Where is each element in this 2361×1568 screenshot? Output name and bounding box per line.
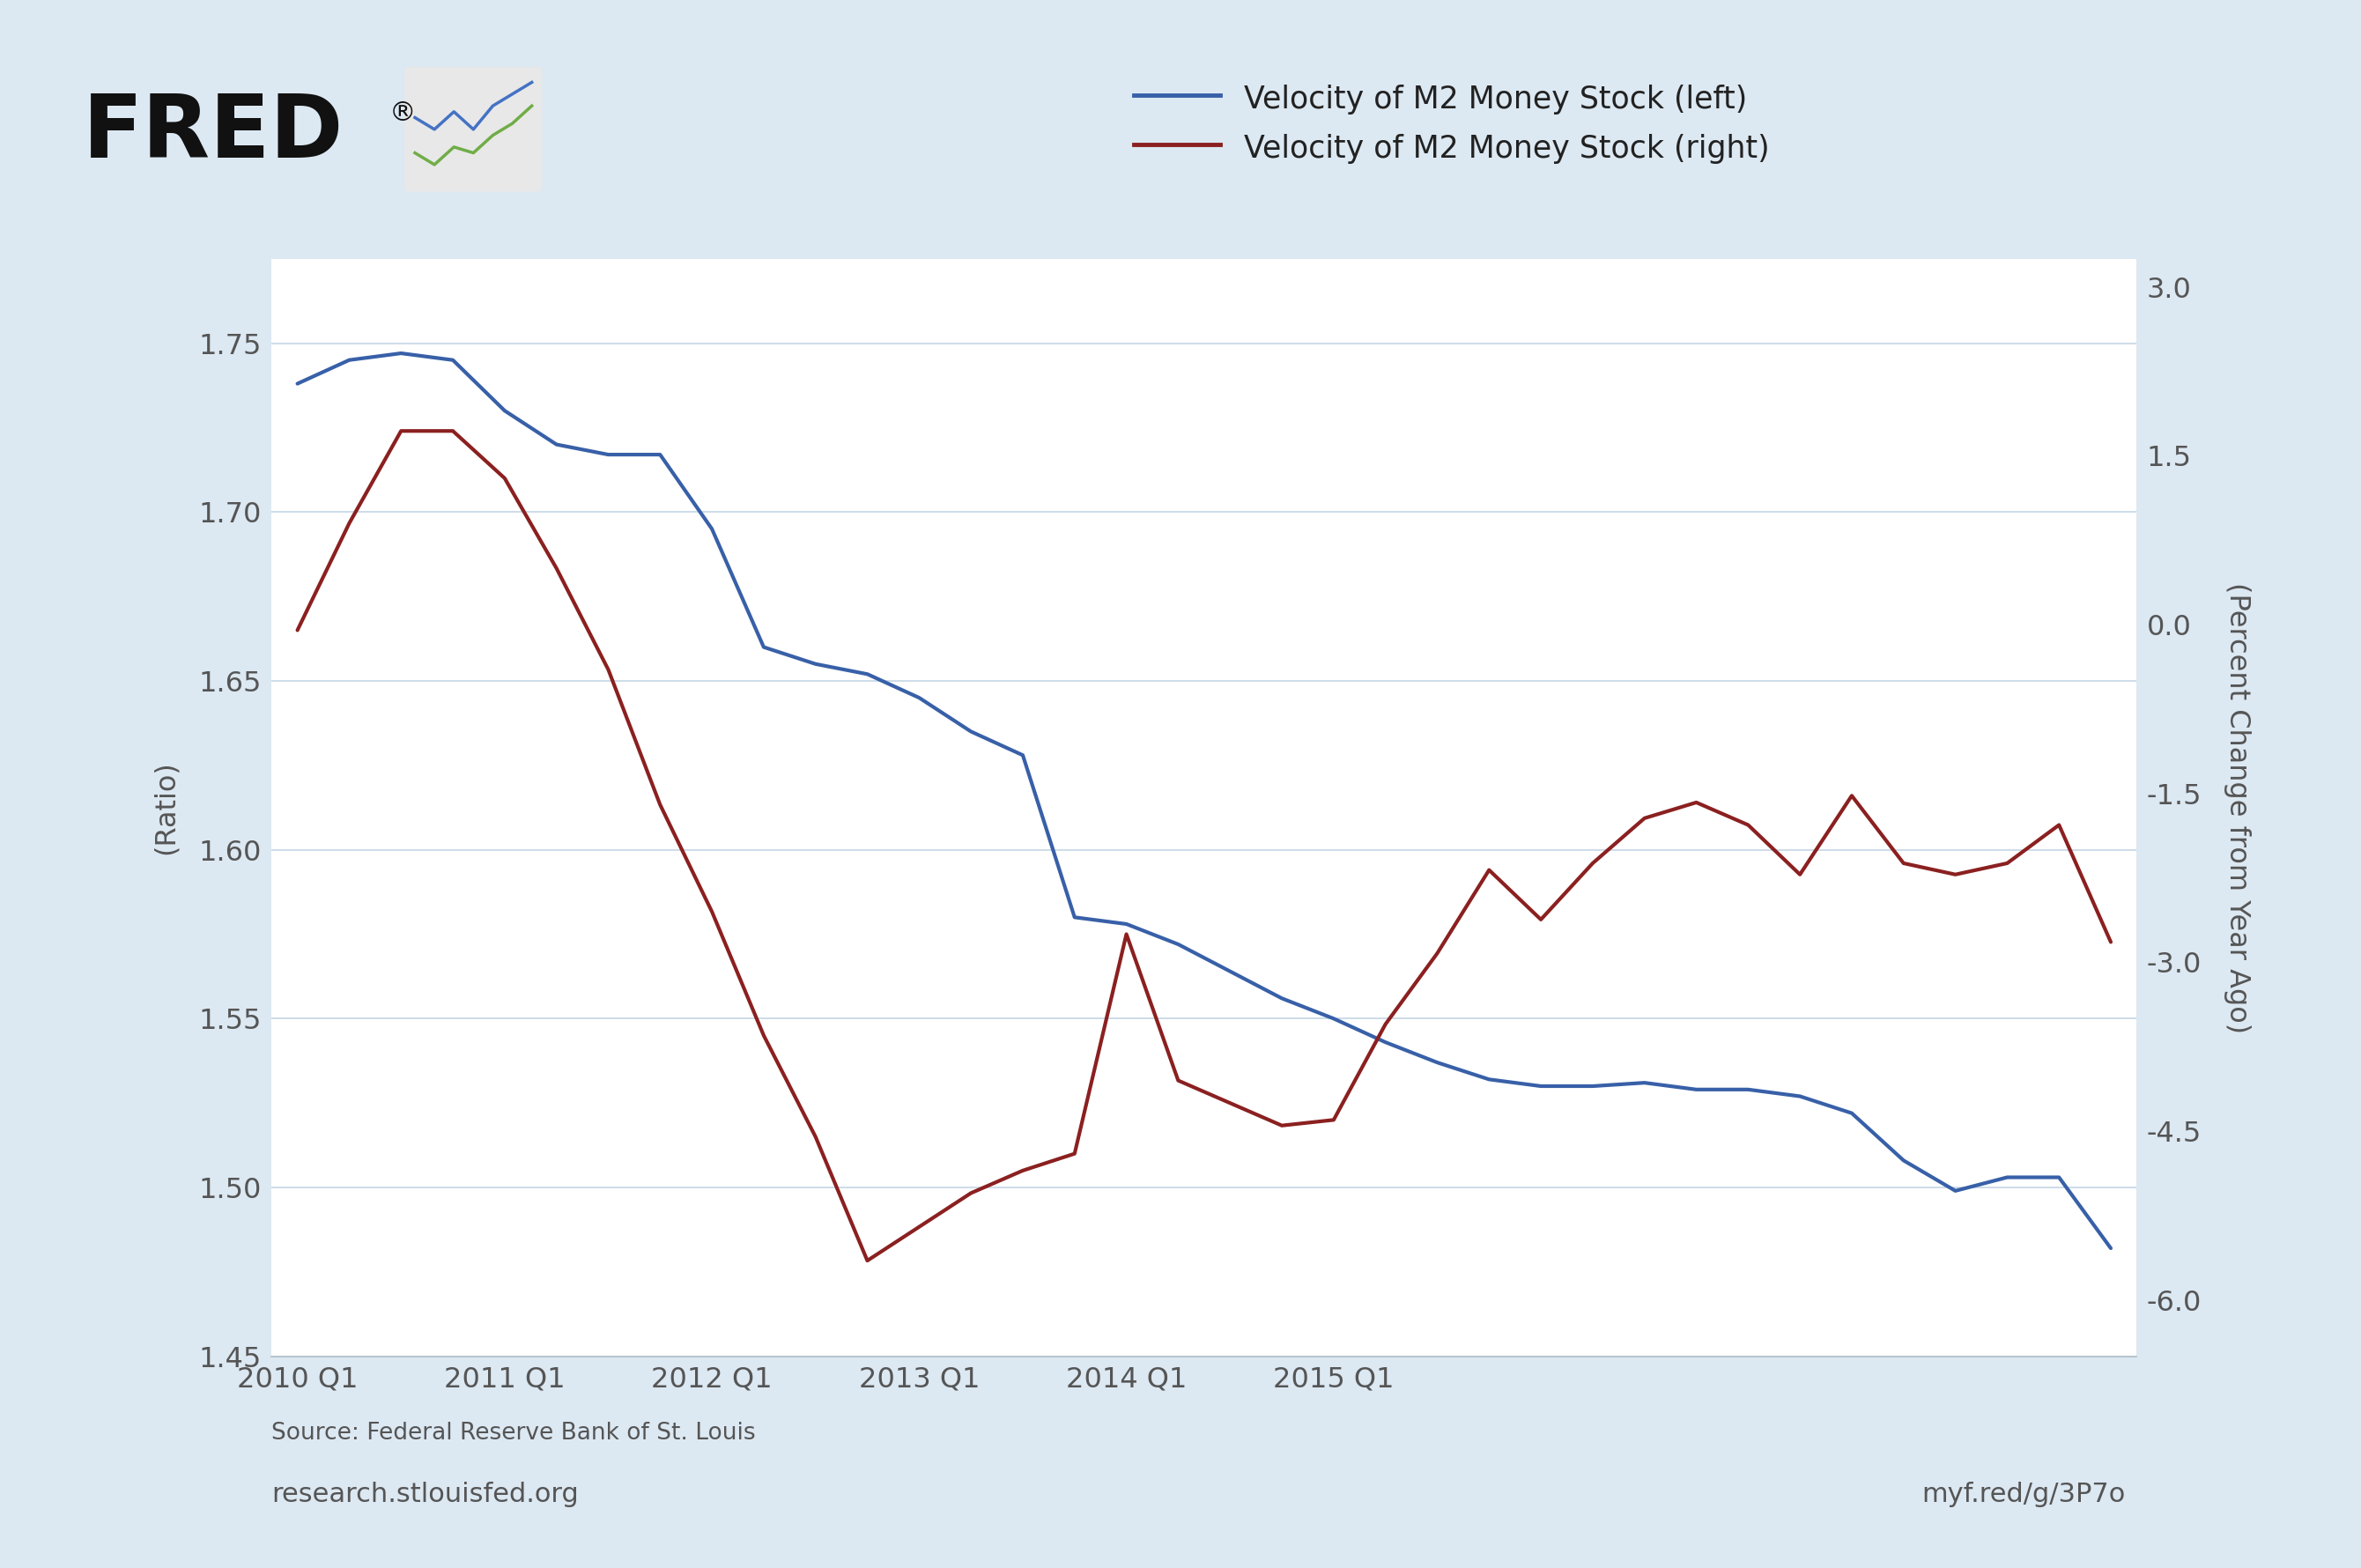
Y-axis label: (Percent Change from Year Ago): (Percent Change from Year Ago) xyxy=(2224,582,2250,1033)
Text: myf.red/g/3P7o: myf.red/g/3P7o xyxy=(1922,1482,2125,1507)
Text: Source: Federal Reserve Bank of St. Louis: Source: Federal Reserve Bank of St. Loui… xyxy=(272,1422,756,1444)
Legend: Velocity of M2 Money Stock (left), Velocity of M2 Money Stock (right): Velocity of M2 Money Stock (left), Veloc… xyxy=(1121,71,1783,176)
Text: FRED: FRED xyxy=(83,91,345,176)
Y-axis label: (Ratio): (Ratio) xyxy=(151,760,179,855)
FancyBboxPatch shape xyxy=(404,67,543,191)
Text: research.stlouisfed.org: research.stlouisfed.org xyxy=(272,1482,578,1507)
Text: ®: ® xyxy=(390,100,416,125)
